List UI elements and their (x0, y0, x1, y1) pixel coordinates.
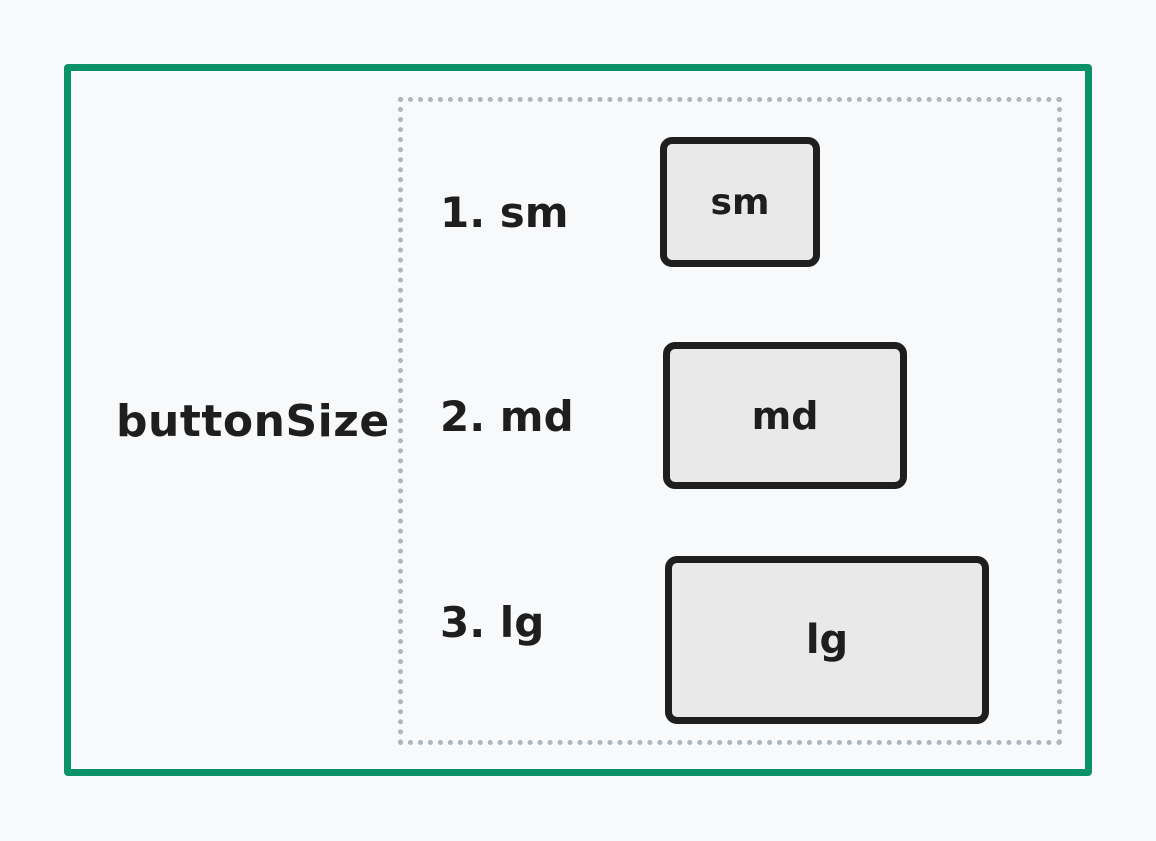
lg-button[interactable]: lg (665, 556, 989, 724)
property-name-label: buttonSize (116, 396, 390, 447)
option-label-lg: 3. lg (440, 598, 545, 647)
option-label-sm: 1. sm (440, 188, 569, 237)
sm-button[interactable]: sm (660, 137, 820, 267)
md-button[interactable]: md (663, 342, 907, 489)
option-label-md: 2. md (440, 392, 574, 441)
options-group (398, 97, 1062, 745)
outer-frame (64, 64, 1092, 776)
